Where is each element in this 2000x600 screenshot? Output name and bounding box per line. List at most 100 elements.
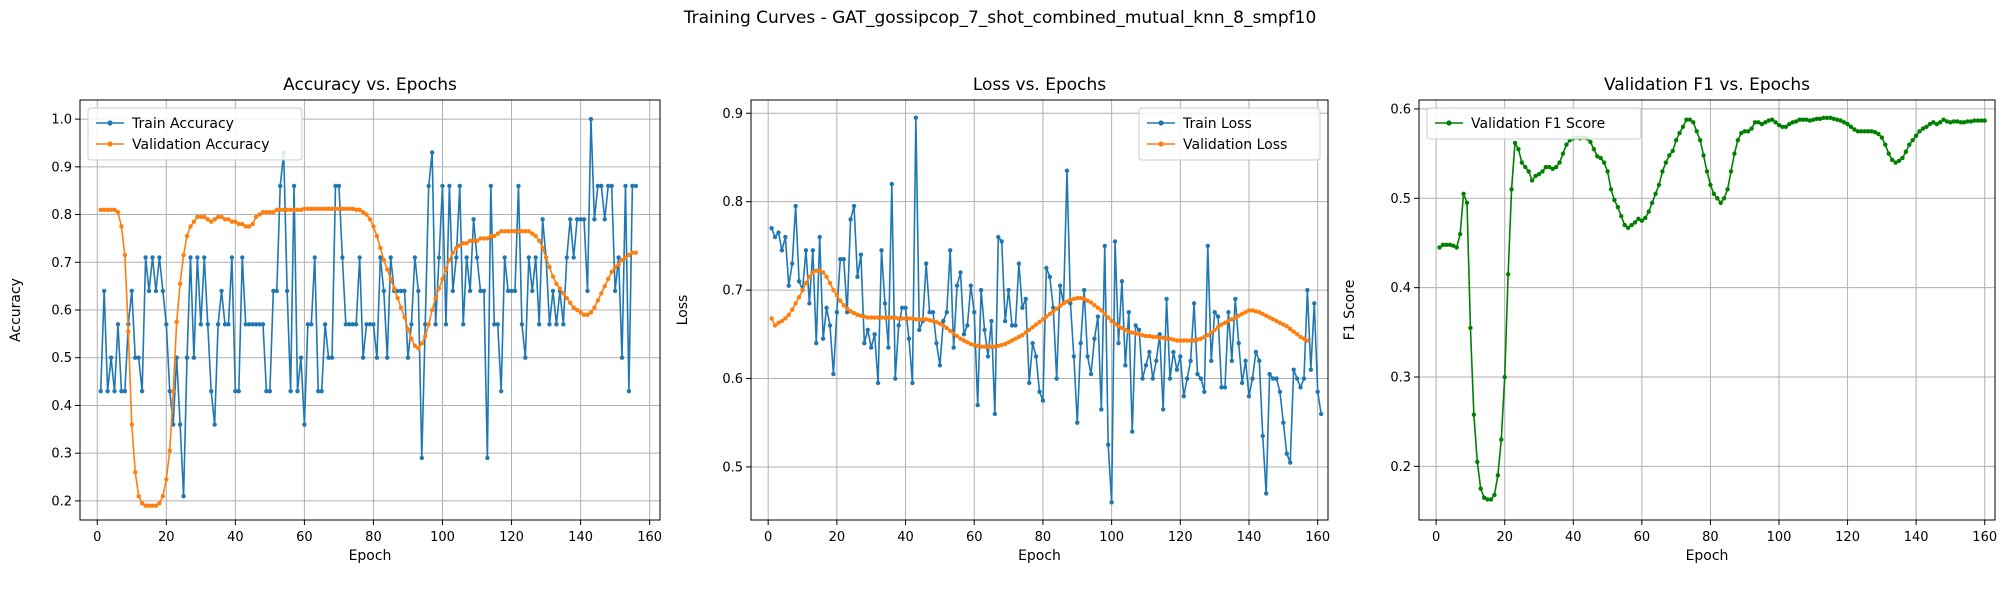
data-point bbox=[157, 501, 162, 506]
data-point bbox=[312, 206, 317, 212]
data-point bbox=[208, 219, 214, 224]
data-point bbox=[426, 183, 431, 189]
data-point bbox=[1913, 133, 1919, 138]
data-point bbox=[184, 355, 190, 360]
x-tick-label: 0 bbox=[1432, 530, 1440, 545]
data-point bbox=[1202, 389, 1207, 394]
data-point bbox=[1267, 315, 1272, 320]
y-tick-label: 0.2 bbox=[51, 494, 72, 509]
data-point bbox=[360, 209, 366, 215]
y-tick-label: 0.6 bbox=[51, 304, 72, 319]
data-point bbox=[1591, 146, 1597, 152]
data-point bbox=[516, 229, 521, 234]
data-point bbox=[1632, 220, 1638, 225]
data-point bbox=[416, 288, 421, 294]
data-point bbox=[246, 224, 252, 229]
data-point bbox=[965, 323, 970, 328]
data-point bbox=[790, 307, 795, 312]
data-point bbox=[862, 314, 867, 319]
data-point bbox=[1150, 376, 1156, 381]
data-point bbox=[519, 322, 525, 327]
data-point bbox=[1164, 296, 1169, 302]
data-point bbox=[347, 322, 352, 327]
data-point bbox=[160, 288, 166, 294]
data-point bbox=[492, 322, 497, 327]
data-point bbox=[1191, 338, 1197, 343]
data-point bbox=[1931, 120, 1936, 125]
data-point bbox=[416, 345, 421, 351]
x-tick-label: 140 bbox=[1237, 530, 1262, 545]
data-point bbox=[1085, 298, 1090, 303]
data-point bbox=[329, 206, 335, 212]
data-point bbox=[578, 310, 583, 315]
data-point bbox=[1116, 340, 1121, 346]
data-point bbox=[471, 238, 476, 243]
data-point bbox=[1301, 336, 1307, 341]
data-point bbox=[889, 315, 895, 320]
x-tick-label: 20 bbox=[1496, 530, 1513, 545]
data-point bbox=[1253, 309, 1259, 314]
data-point bbox=[1560, 151, 1566, 156]
data-point bbox=[1030, 340, 1035, 346]
y-tick-label: 0.3 bbox=[1390, 371, 1411, 386]
data-point bbox=[98, 207, 103, 212]
data-point bbox=[1006, 287, 1011, 293]
x-tick-label: 80 bbox=[365, 530, 382, 545]
data-point bbox=[388, 276, 393, 282]
data-point bbox=[1814, 116, 1819, 121]
legend: Train Accuracy Validation Accuracy bbox=[87, 107, 303, 161]
data-point bbox=[1308, 367, 1314, 372]
legend-box bbox=[87, 107, 303, 161]
data-point bbox=[146, 503, 152, 508]
data-point bbox=[803, 280, 809, 286]
data-point bbox=[115, 209, 121, 215]
data-point bbox=[143, 503, 148, 508]
data-point bbox=[1040, 398, 1046, 403]
data-point bbox=[122, 388, 128, 394]
data-point bbox=[1305, 287, 1310, 293]
loss-chart: Loss vs. Epochs 0 20 40 60 80 100 120 140 160 0.5 0… bbox=[675, 75, 1330, 564]
data-point bbox=[298, 207, 304, 212]
data-point bbox=[961, 338, 967, 343]
data-point bbox=[606, 276, 611, 282]
data-point bbox=[105, 388, 110, 394]
data-point bbox=[906, 336, 912, 341]
data-point bbox=[1550, 166, 1555, 172]
data-point bbox=[1178, 354, 1183, 359]
x-tick-label: 160 bbox=[1972, 530, 1997, 545]
data-point bbox=[568, 300, 573, 306]
y-tick-label: 0.9 bbox=[51, 160, 72, 175]
data-point bbox=[1102, 243, 1107, 249]
data-point bbox=[612, 288, 618, 294]
data-point bbox=[1277, 320, 1283, 326]
data-point bbox=[101, 207, 107, 212]
y-tick-label: 0.5 bbox=[51, 351, 72, 366]
data-point bbox=[1078, 295, 1083, 301]
data-point bbox=[1457, 231, 1463, 237]
data-point bbox=[893, 376, 898, 381]
data-point bbox=[875, 380, 881, 386]
data-point bbox=[1766, 118, 1771, 123]
data-point bbox=[126, 329, 131, 334]
data-point bbox=[814, 340, 819, 346]
data-point bbox=[271, 288, 276, 294]
data-point bbox=[260, 322, 266, 327]
data-point bbox=[820, 270, 826, 275]
data-point bbox=[1437, 245, 1442, 250]
data-point bbox=[1601, 160, 1607, 165]
data-point bbox=[1553, 164, 1559, 170]
data-point bbox=[858, 252, 864, 257]
data-point bbox=[467, 288, 473, 294]
data-point bbox=[858, 313, 864, 318]
data-point bbox=[374, 355, 380, 360]
data-point bbox=[240, 221, 245, 227]
data-point bbox=[1924, 124, 1929, 130]
data-point bbox=[1502, 374, 1507, 380]
data-point bbox=[1233, 296, 1238, 302]
data-point bbox=[1198, 376, 1204, 381]
data-point bbox=[612, 264, 618, 270]
data-point bbox=[381, 257, 387, 263]
data-point bbox=[1512, 140, 1518, 146]
data-point bbox=[633, 250, 639, 255]
data-point bbox=[464, 255, 469, 260]
